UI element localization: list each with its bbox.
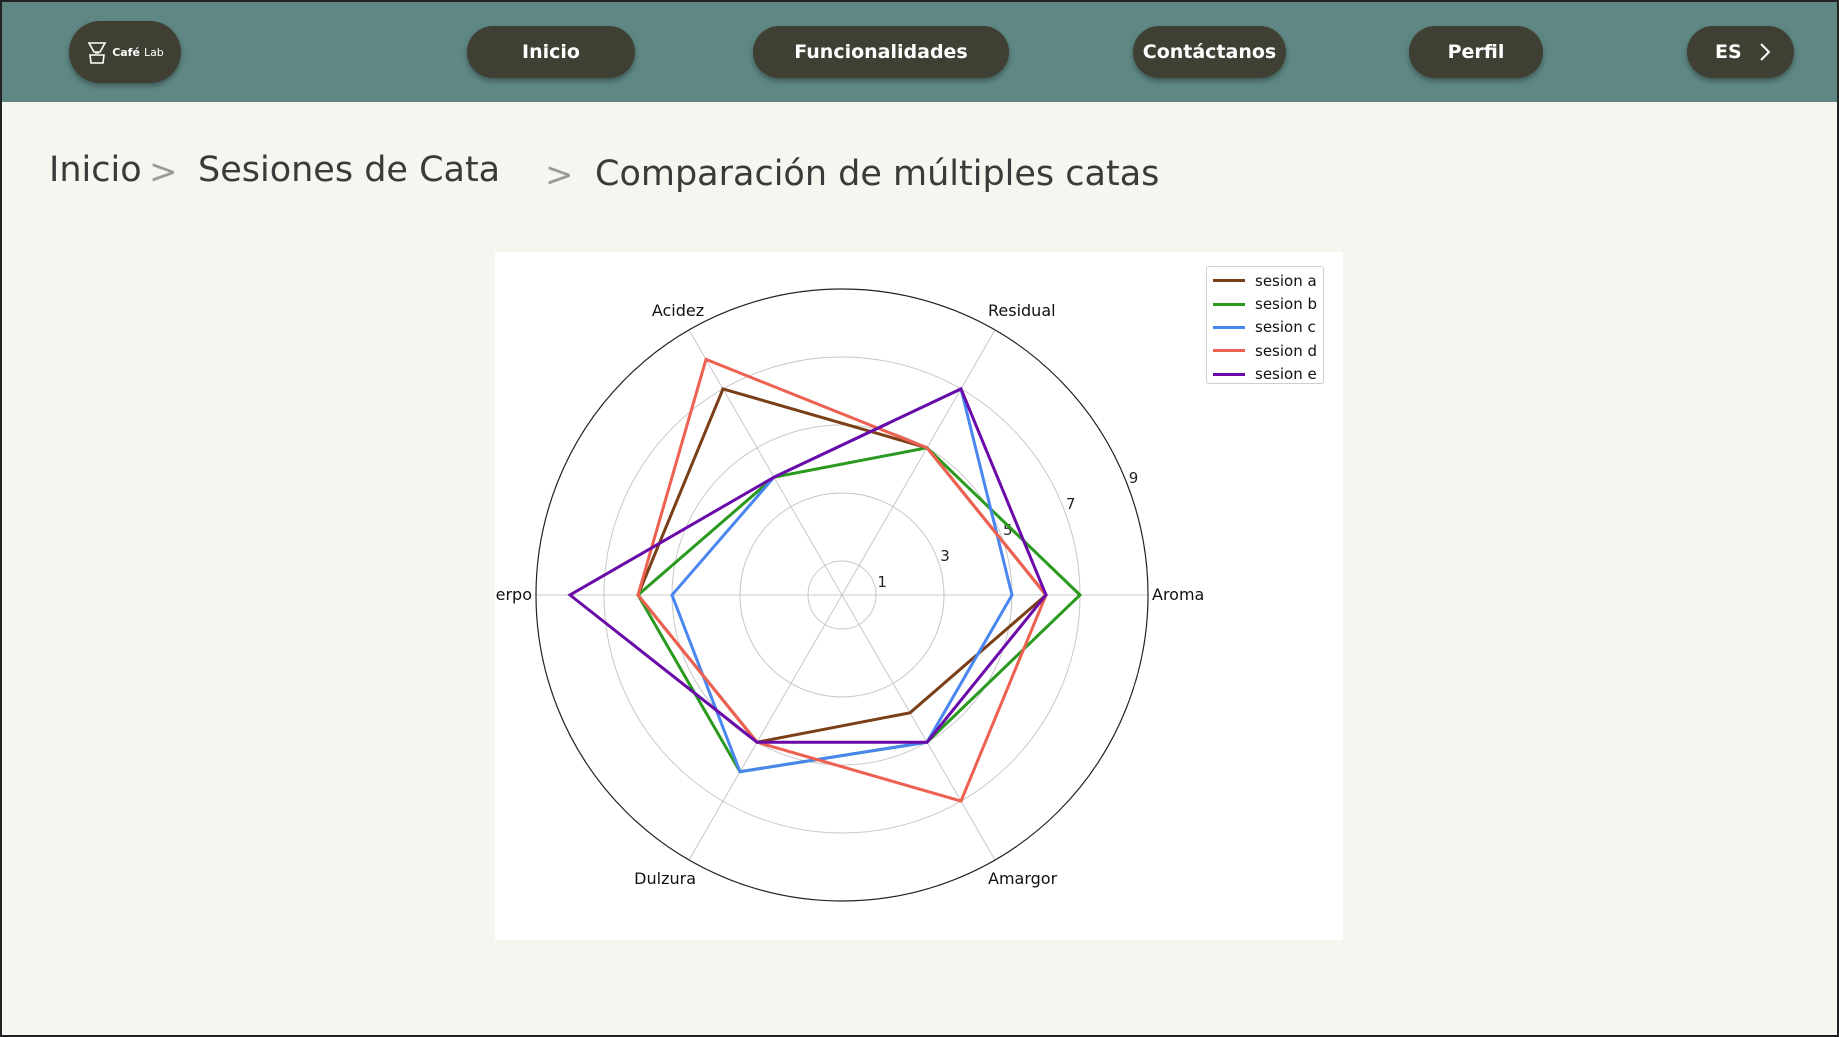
breadcrumb-separator: > bbox=[149, 152, 178, 192]
outer-circle bbox=[535, 288, 1149, 902]
legend-label: sesion d bbox=[1255, 341, 1317, 360]
legend-label: sesion c bbox=[1255, 318, 1316, 337]
grid-spoke bbox=[841, 594, 996, 861]
radial-tick-label: 5 bbox=[1003, 521, 1013, 539]
brand-suffix: Lab bbox=[143, 45, 164, 59]
top-navigation-bar: Café Lab Inicio Funcionalidades Contácta… bbox=[2, 2, 1837, 102]
grid-spoke bbox=[841, 329, 996, 596]
legend-entry: sesion c bbox=[1207, 316, 1323, 339]
radial-tick-label: 7 bbox=[1066, 495, 1076, 513]
breadcrumb-current-page: Comparación de múltiples catas bbox=[595, 154, 1160, 194]
legend-label: sesion e bbox=[1255, 365, 1317, 384]
breadcrumb-separator: > bbox=[545, 155, 574, 195]
legend-swatch bbox=[1213, 279, 1245, 283]
radar-chart-panel: 1 3 5 7 9 Aroma Residual Acidez Cuerpo Dulzura Ama… bbox=[495, 252, 1343, 940]
axis-label: Dulzura bbox=[634, 869, 696, 888]
coffee-dripper-icon bbox=[87, 42, 107, 64]
legend-swatch bbox=[1213, 349, 1245, 353]
legend-label: sesion b bbox=[1255, 295, 1317, 314]
series-line bbox=[636, 357, 1048, 803]
axis-label: Aroma bbox=[1152, 585, 1204, 604]
series-line bbox=[567, 386, 1048, 744]
nav-contactanos-button[interactable]: Contáctanos bbox=[1133, 26, 1286, 78]
legend-entry: sesion b bbox=[1207, 292, 1323, 315]
breadcrumb-sesiones[interactable]: Sesiones de Cata bbox=[198, 150, 501, 190]
nav-inicio-button[interactable]: Inicio bbox=[467, 26, 635, 78]
language-label: ES bbox=[1715, 41, 1742, 63]
legend-swatch bbox=[1213, 302, 1245, 306]
radial-tick-label: 1 bbox=[877, 573, 887, 591]
grid-spoke bbox=[688, 329, 843, 596]
axis-label: Residual bbox=[988, 301, 1056, 320]
legend-swatch bbox=[1213, 325, 1245, 329]
legend-label: sesion a bbox=[1255, 271, 1317, 290]
axis-label: Amargor bbox=[988, 869, 1058, 888]
axis-label: Cuerpo bbox=[495, 585, 532, 604]
brand-name: Café bbox=[112, 45, 140, 59]
chart-legend: sesion a sesion b sesion c sesion d sesion e bbox=[1206, 266, 1324, 384]
nav-funcionalidades-button[interactable]: Funcionalidades bbox=[753, 26, 1009, 78]
breadcrumb-inicio[interactable]: Inicio bbox=[49, 150, 142, 190]
legend-entry: sesion d bbox=[1207, 339, 1323, 362]
radar-chart: 1 3 5 7 9 Aroma Residual Acidez Cuerpo Dulzura Ama… bbox=[495, 288, 1204, 902]
grid-spoke bbox=[688, 594, 843, 861]
nav-perfil-button[interactable]: Perfil bbox=[1409, 26, 1543, 78]
chevron-right-icon bbox=[1760, 43, 1771, 61]
axis-label: Acidez bbox=[652, 301, 704, 320]
legend-entry: sesion a bbox=[1207, 269, 1323, 292]
legend-entry: sesion e bbox=[1207, 363, 1323, 386]
language-selector-button[interactable]: ES bbox=[1687, 26, 1794, 78]
radial-tick-label: 9 bbox=[1129, 469, 1139, 487]
home-logo-button[interactable]: Café Lab bbox=[69, 21, 181, 83]
radial-tick-label: 3 bbox=[940, 547, 950, 565]
legend-swatch bbox=[1213, 372, 1245, 376]
